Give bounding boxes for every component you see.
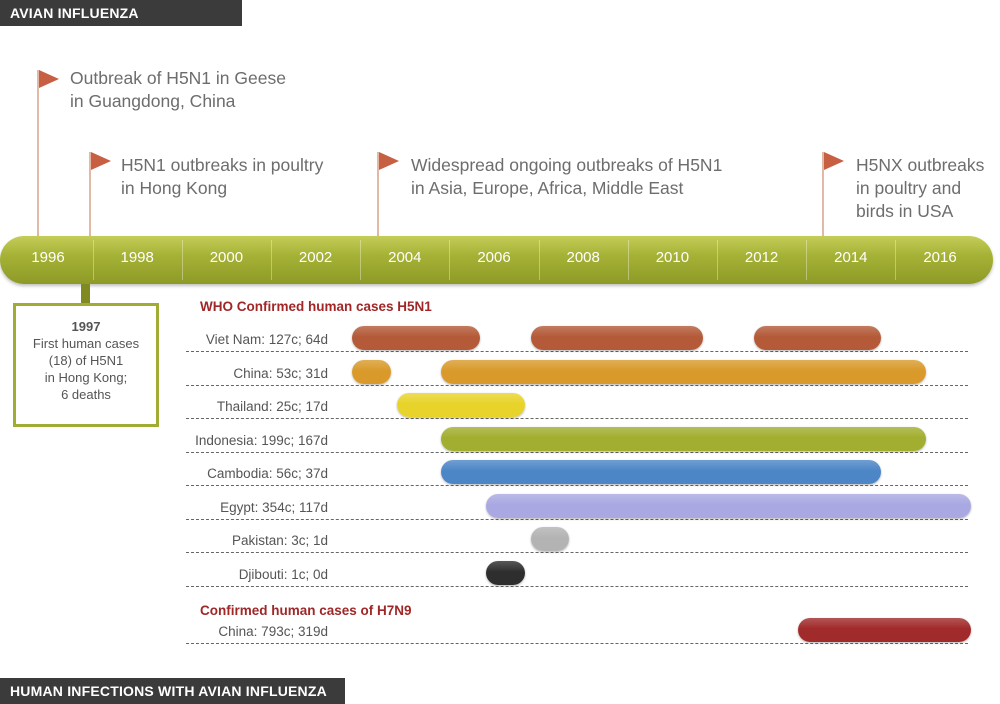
callout-year: 1997 <box>71 319 101 334</box>
year-label: 2002 <box>298 249 333 266</box>
case-bar <box>352 359 391 384</box>
row-label: Egypt: 354c; 117d <box>220 499 328 515</box>
flag-pole <box>377 152 379 236</box>
year-separator <box>538 240 540 280</box>
event-text: H5NX outbreaks in poultry and birds in U… <box>856 155 985 221</box>
case-bar <box>486 560 525 585</box>
row-label: China: 793c; 319d <box>218 624 328 639</box>
case-bar <box>352 326 480 350</box>
year-separator <box>92 240 94 280</box>
row-label: Djibouti: 1c; 0d <box>238 566 328 582</box>
row-label: Viet Nam: 127c; 64d <box>205 332 328 347</box>
flag-icon <box>91 152 111 170</box>
callout-connector <box>81 284 90 308</box>
flag-pole <box>822 152 824 236</box>
year-separator <box>449 240 451 280</box>
flag-pole <box>37 70 39 236</box>
row-label: Indonesia: 199c; 167d <box>195 432 328 448</box>
event-text: H5N1 outbreaks in poultry in Hong Kong <box>121 155 324 198</box>
event-text: Widespread ongoing outbreaks of H5N1 in … <box>411 155 723 198</box>
year-label: 1998 <box>120 249 154 266</box>
row-label: Thailand: 25c; 17d <box>216 399 328 414</box>
year-label: 2010 <box>655 249 690 266</box>
row-label: Cambodia: 56c; 37d <box>207 466 328 481</box>
row-divider <box>186 643 968 644</box>
h7n9-section-title: Confirmed human cases of H7N9 <box>200 603 412 618</box>
year-label: 2014 <box>834 249 868 266</box>
year-separator <box>895 240 897 280</box>
year-label: 2000 <box>209 249 244 266</box>
year-separator <box>271 240 272 280</box>
flag-icon <box>39 70 59 88</box>
row-divider <box>186 552 968 553</box>
row-label: Pakistan: 3c; 1d <box>231 533 328 548</box>
case-bar <box>798 618 971 642</box>
row-label: China: 53c; 31d <box>233 365 328 381</box>
flag-icon <box>379 152 399 170</box>
year-separator <box>360 240 362 280</box>
year-label: 1996 <box>31 249 65 266</box>
year-separator <box>627 240 629 280</box>
year-label: 2004 <box>388 249 422 266</box>
case-bar <box>441 426 926 451</box>
year-separator <box>717 240 718 280</box>
year-label: 2008 <box>566 249 600 266</box>
callout-1997: 1997 First human cases (18) of H5N1 in H… <box>13 303 159 427</box>
row-divider <box>186 351 968 352</box>
case-bar <box>441 359 926 384</box>
row-divider <box>186 384 968 386</box>
row-divider <box>186 518 968 520</box>
h5n1-section-title: WHO Confirmed human cases H5N1 <box>200 299 432 314</box>
case-bar <box>396 393 525 417</box>
year-separator <box>806 240 808 280</box>
case-bar <box>753 326 882 350</box>
year-separator <box>181 240 183 280</box>
row-divider <box>186 485 968 486</box>
year-label: 2012 <box>744 249 779 266</box>
outbreaks-header: AVIAN INFLUENZA OUTBREAKS <box>0 0 242 47</box>
case-bar <box>441 460 882 484</box>
row-divider <box>186 451 968 453</box>
flag-icon <box>824 152 844 170</box>
infections-header: HUMAN INFECTIONS WITH AVIAN INFLUENZA <box>0 678 345 704</box>
row-divider <box>186 585 968 587</box>
flag-pole <box>89 152 91 236</box>
callout-text: First human cases (18) of H5N1 in Hong K… <box>32 336 140 402</box>
row-divider <box>186 418 968 419</box>
case-bar <box>530 326 703 350</box>
year-label: 2006 <box>477 249 511 266</box>
case-bar <box>486 493 971 518</box>
case-bar <box>530 527 570 551</box>
event-text: Outbreak of H5N1 in Geese in Guangdong, … <box>70 68 286 111</box>
timeline-axis <box>0 236 993 284</box>
year-label: 2016 <box>923 249 957 266</box>
